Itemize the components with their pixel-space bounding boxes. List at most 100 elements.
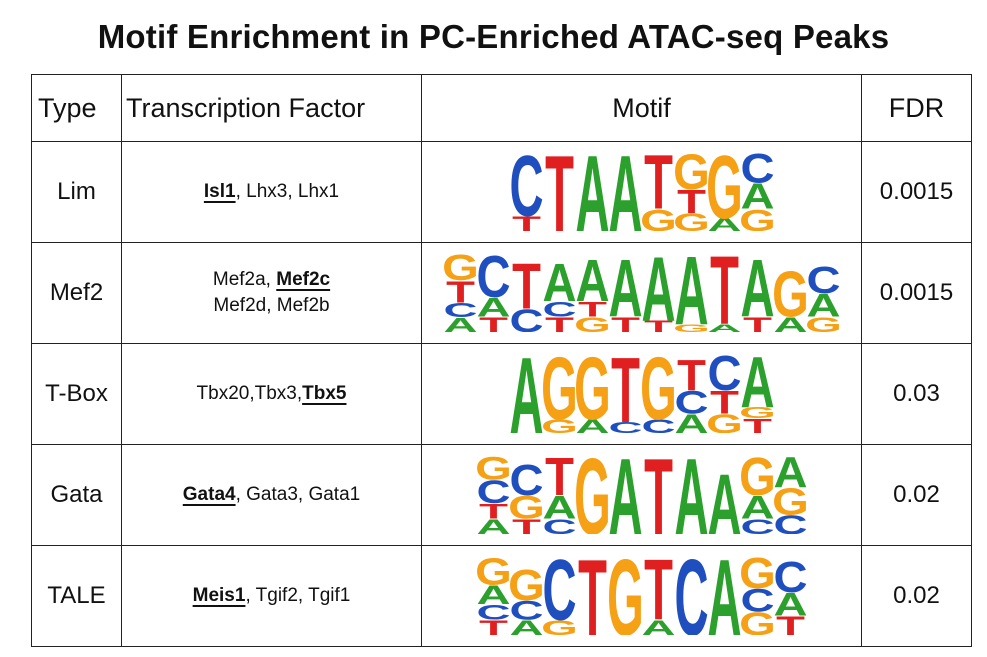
logo-letter: C bbox=[444, 298, 478, 321]
logo-letter: A bbox=[674, 456, 708, 534]
logo-letter: A bbox=[707, 557, 741, 635]
logo-letter: G bbox=[640, 204, 677, 231]
logo-letter: T bbox=[710, 254, 739, 332]
logo-letter: G bbox=[673, 322, 710, 332]
row-type: Mef2 bbox=[31, 242, 122, 344]
logo-letter: A bbox=[608, 254, 642, 332]
table-row: TALE Meis1, Tgif2, Tgif1 T C A G A C G G C T G A T C A G C… bbox=[31, 545, 972, 647]
logo-letter: A bbox=[674, 409, 708, 433]
tf-line: Mef2d, Mef2b bbox=[122, 293, 421, 319]
logo-letter: A bbox=[542, 489, 576, 526]
logo-letter: A bbox=[773, 586, 807, 623]
row-type: Lim bbox=[31, 141, 122, 243]
logo-letter: A bbox=[575, 415, 609, 433]
logo-letter: G bbox=[706, 153, 743, 231]
logo-letter: T bbox=[677, 355, 706, 400]
logo-letter: G bbox=[673, 153, 710, 200]
logo-letter: G bbox=[739, 605, 776, 635]
logo-letter: G bbox=[739, 204, 774, 231]
tf-line: Tbx20,Tbx3,Tbx5 bbox=[122, 381, 421, 407]
logo-letter: G bbox=[673, 208, 710, 231]
logo-letter: C bbox=[674, 557, 708, 635]
logo-letter: G bbox=[574, 313, 611, 332]
row-transcription-factors: Isl1, Lhx3, Lhx1 bbox=[121, 141, 422, 243]
logo-letter: C bbox=[542, 557, 576, 635]
header-type: Type bbox=[31, 74, 122, 142]
row-transcription-factors: Tbx20,Tbx3,Tbx5 bbox=[121, 343, 422, 445]
logo-letter: T bbox=[479, 499, 508, 523]
logo-letter: T bbox=[776, 611, 805, 635]
row-type: TALE bbox=[31, 545, 122, 647]
logo-letter: T bbox=[743, 414, 772, 433]
logo-letter: T bbox=[512, 254, 541, 323]
logo-letter: G bbox=[772, 481, 807, 524]
logo-letter: A bbox=[740, 489, 774, 526]
logo-letter: A bbox=[476, 292, 510, 322]
logo-letter: A bbox=[477, 580, 511, 610]
tf-highlighted-name: Tbx5 bbox=[302, 383, 347, 405]
header-motif: Motif bbox=[421, 74, 862, 142]
logo-letter: A bbox=[740, 176, 774, 216]
logo-letter: G bbox=[508, 561, 545, 610]
logo-letter: G bbox=[477, 557, 512, 593]
logo-letter: G bbox=[739, 557, 776, 598]
logo-letter: C bbox=[674, 384, 708, 421]
logo-letter: C bbox=[542, 297, 576, 321]
tf-name: , Lhx3, Lhx1 bbox=[235, 181, 340, 203]
logo-letter: G bbox=[541, 355, 578, 433]
logo-letter: A bbox=[575, 153, 609, 231]
figure-title: Motif Enrichment in PC-Enriched ATAC-seq… bbox=[97, 18, 890, 55]
tf-highlighted-name: Mef2c bbox=[276, 269, 331, 291]
logo-letter: A bbox=[806, 287, 840, 324]
logo-letter: A bbox=[641, 616, 675, 635]
table-row: Lim Isl1, Lhx3, Lhx1 T C T A A G T G T G A G G A C 0.0015 bbox=[31, 141, 972, 243]
logo-letter: C bbox=[608, 419, 642, 433]
tf-line: Meis1, Tgif2, Tgif1 bbox=[122, 583, 421, 609]
logo-letter: G bbox=[541, 616, 578, 635]
logo-letter: A bbox=[608, 456, 642, 534]
tf-highlighted-name: Gata4 bbox=[182, 484, 236, 506]
row-fdr: 0.0015 bbox=[861, 242, 972, 344]
logo-letter: G bbox=[772, 259, 809, 331]
logo-letter: C bbox=[773, 510, 807, 534]
logo-letter: C bbox=[806, 259, 840, 302]
table-row: Gata Gata4, Gata3, Gata1 A T C G T G C C A T G A T A A C A… bbox=[31, 444, 972, 546]
logo-letter: T bbox=[545, 313, 574, 332]
logo-letter: T bbox=[644, 456, 673, 534]
row-transcription-factors: Gata4, Gata3, Gata1 bbox=[121, 444, 422, 546]
logo-letter: T bbox=[710, 384, 739, 421]
logo-letter: C bbox=[773, 557, 807, 602]
logo-letter: C bbox=[740, 153, 774, 192]
logo-letter: A bbox=[608, 153, 642, 231]
logo-letter: T bbox=[578, 297, 607, 321]
logo-letter: T bbox=[644, 318, 673, 332]
logo-letter: C bbox=[707, 355, 741, 401]
table-row: Mef2 Mef2a, Mef2c Mef2d, Mef2b A C T G T A C C T T C A… bbox=[31, 242, 972, 344]
header-row: Type Transcription Factor Motif FDR bbox=[31, 74, 972, 142]
tf-line: Mef2a, Mef2c bbox=[122, 267, 421, 293]
logo-letter: C bbox=[477, 473, 511, 510]
tf-name: Tbx20,Tbx3, bbox=[196, 383, 303, 405]
row-fdr: 0.02 bbox=[861, 545, 972, 647]
logo-letter: A bbox=[707, 215, 741, 231]
logo-letter: T bbox=[545, 456, 574, 507]
tf-highlighted-name: Isl1 bbox=[203, 181, 236, 203]
logo-letter: G bbox=[706, 409, 743, 433]
logo-letter: C bbox=[641, 415, 675, 433]
logo-letter: T bbox=[479, 313, 508, 332]
logo-letter: T bbox=[644, 153, 673, 226]
row-type: Gata bbox=[31, 444, 122, 546]
logo-letter: T bbox=[446, 275, 475, 309]
logo-letter: G bbox=[508, 489, 545, 526]
logo-letter: T bbox=[578, 557, 607, 635]
tf-line: Gata4, Gata3, Gata1 bbox=[122, 482, 421, 508]
logo-letter: G bbox=[640, 355, 677, 433]
